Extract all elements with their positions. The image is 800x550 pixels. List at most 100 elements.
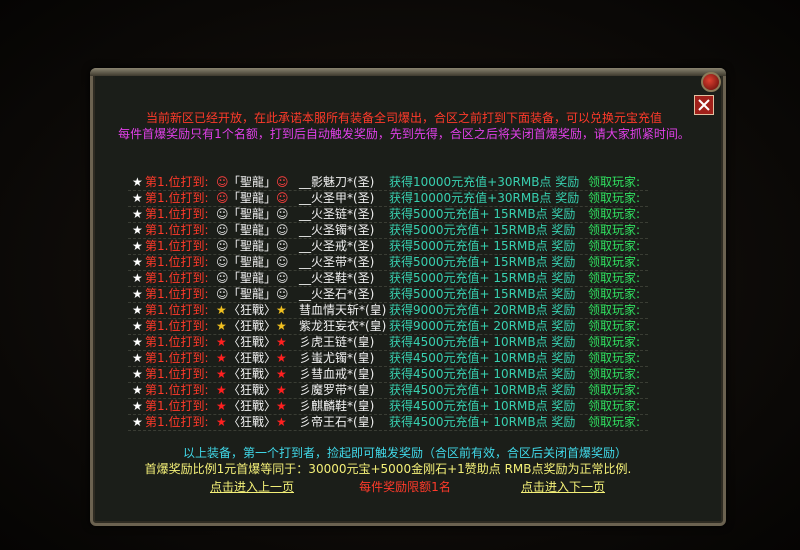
reward-text: 获得5000元充值+ 15RMB点 奖励 bbox=[389, 207, 576, 221]
row-separator bbox=[128, 206, 648, 207]
notice-line: 当前新区已经开放，在此承诺本服所有装备全司爆出，合区之前打到下面装备，可以兑换元… bbox=[145, 111, 663, 125]
badge-label: 〈狂戰〉 bbox=[228, 399, 277, 413]
reward-text: 获得5000元充值+ 15RMB点 奖励 bbox=[389, 271, 576, 285]
rank-text: 第1.位打到: bbox=[145, 415, 209, 429]
claimant-label: 领取玩家: bbox=[588, 271, 641, 285]
reward-text: 获得5000元充值+ 15RMB点 奖励 bbox=[389, 239, 576, 253]
item-name: 彗血情天斩*(皇) bbox=[299, 303, 387, 317]
claimant-label: 领取玩家: bbox=[588, 351, 641, 365]
row-marker: ★ bbox=[132, 191, 143, 205]
rank-text: 第1.位打到: bbox=[145, 319, 209, 333]
footer-ratio: 首爆奖励比例1元首爆等同于：30000元宝+5000金刚石+1赞助点 RMB点奖… bbox=[144, 462, 632, 476]
badge-label: 「聖龍」 bbox=[228, 271, 277, 285]
badge-label: 「聖龍」 bbox=[228, 175, 277, 189]
row-marker: ★ bbox=[132, 287, 143, 301]
item-name: __火圣带*(圣) bbox=[299, 255, 375, 269]
item-name: 彡虎王链*(皇) bbox=[299, 335, 375, 349]
row-separator bbox=[128, 190, 648, 191]
reward-text: 获得10000元充值+30RMB点 奖励 bbox=[389, 175, 580, 189]
prev-page-link[interactable]: 点击进入上一页 bbox=[209, 480, 295, 494]
item-name: __火圣镯*(圣) bbox=[299, 223, 375, 237]
row-separator bbox=[128, 318, 648, 319]
badge-icon: ★ bbox=[216, 415, 227, 429]
badge-icon: ☺ bbox=[216, 255, 229, 269]
reward-text: 获得4500元充值+ 10RMB点 奖励 bbox=[389, 335, 576, 349]
badge-label: 〈狂戰〉 bbox=[228, 319, 277, 333]
rank-text: 第1.位打到: bbox=[145, 335, 209, 349]
badge-icon: ★ bbox=[216, 367, 227, 381]
badge-icon: ☺ bbox=[216, 191, 229, 205]
badge-label: 〈狂戰〉 bbox=[228, 351, 277, 365]
badge-label: 「聖龍」 bbox=[228, 287, 277, 301]
row-separator bbox=[128, 414, 648, 415]
item-name: __火圣甲*(圣) bbox=[299, 191, 375, 205]
badge-icon: ★ bbox=[276, 383, 287, 397]
reward-text: 获得4500元充值+ 10RMB点 奖励 bbox=[389, 415, 576, 429]
badge-label: 「聖龍」 bbox=[228, 255, 277, 269]
badge-icon: ☺ bbox=[276, 191, 289, 205]
badge-icon: ☺ bbox=[276, 207, 289, 221]
row-marker: ★ bbox=[132, 399, 143, 413]
badge-icon: ☺ bbox=[216, 239, 229, 253]
row-separator bbox=[128, 222, 648, 223]
row-separator bbox=[128, 334, 648, 335]
row-separator bbox=[128, 398, 648, 399]
badge-icon: ★ bbox=[216, 335, 227, 349]
claimant-label: 领取玩家: bbox=[588, 223, 641, 237]
badge-label: 「聖龍」 bbox=[228, 223, 277, 237]
claimant-label: 领取玩家: bbox=[588, 335, 641, 349]
rank-text: 第1.位打到: bbox=[145, 175, 209, 189]
badge-icon: ★ bbox=[276, 367, 287, 381]
row-marker: ★ bbox=[132, 271, 143, 285]
claimant-label: 领取玩家: bbox=[588, 415, 641, 429]
rank-text: 第1.位打到: bbox=[145, 207, 209, 221]
badge-icon: ★ bbox=[276, 399, 287, 413]
item-name: 紫龙狂妄衣*(皇) bbox=[299, 319, 387, 333]
badge-icon: ★ bbox=[276, 351, 287, 365]
rank-text: 第1.位打到: bbox=[145, 351, 209, 365]
reward-text: 获得4500元充值+ 10RMB点 奖励 bbox=[389, 351, 576, 365]
badge-icon: ☺ bbox=[276, 175, 289, 189]
badge-icon: ☺ bbox=[216, 207, 229, 221]
badge-icon: ☺ bbox=[276, 223, 289, 237]
item-name: 彡魔罗带*(皇) bbox=[299, 383, 375, 397]
row-separator bbox=[128, 302, 648, 303]
reward-text: 获得9000元充值+ 20RMB点 奖励 bbox=[389, 303, 576, 317]
badge-label: 〈狂戰〉 bbox=[228, 367, 277, 381]
rank-text: 第1.位打到: bbox=[145, 383, 209, 397]
item-name: __火圣鞋*(圣) bbox=[299, 271, 375, 285]
footer-note: 以上装备，第一个打到者，捡起即可触发奖励（合区前有效，合区后关闭首爆奖励） bbox=[182, 446, 628, 460]
badge-icon: ★ bbox=[276, 415, 287, 429]
claimant-label: 领取玩家: bbox=[588, 207, 641, 221]
badge-label: 〈狂戰〉 bbox=[228, 383, 277, 397]
claimant-label: 领取玩家: bbox=[588, 239, 641, 253]
item-name: __火圣链*(圣) bbox=[299, 207, 375, 221]
badge-icon: ★ bbox=[216, 351, 227, 365]
rank-text: 第1.位打到: bbox=[145, 287, 209, 301]
row-marker: ★ bbox=[132, 415, 143, 429]
row-marker: ★ bbox=[132, 255, 143, 269]
panel-frame bbox=[90, 68, 726, 526]
limit-note: 每件奖励限额1名 bbox=[359, 480, 451, 494]
close-button[interactable] bbox=[694, 95, 714, 115]
badge-icon: ★ bbox=[276, 303, 287, 317]
badge-icon: ☺ bbox=[276, 271, 289, 285]
row-separator bbox=[128, 430, 648, 431]
rank-text: 第1.位打到: bbox=[145, 239, 209, 253]
item-name: __火圣戒*(圣) bbox=[299, 239, 375, 253]
rank-text: 第1.位打到: bbox=[145, 399, 209, 413]
badge-label: 〈狂戰〉 bbox=[228, 303, 277, 317]
row-separator bbox=[128, 382, 648, 383]
badge-icon: ☺ bbox=[216, 287, 229, 301]
reward-text: 获得5000元充值+ 15RMB点 奖励 bbox=[389, 287, 576, 301]
reward-text: 获得5000元充值+ 15RMB点 奖励 bbox=[389, 255, 576, 269]
rank-text: 第1.位打到: bbox=[145, 255, 209, 269]
badge-icon: ☺ bbox=[216, 271, 229, 285]
next-page-link[interactable]: 点击进入下一页 bbox=[520, 480, 606, 494]
row-marker: ★ bbox=[132, 239, 143, 253]
claimant-label: 领取玩家: bbox=[588, 287, 641, 301]
row-marker: ★ bbox=[132, 303, 143, 317]
badge-icon: ★ bbox=[276, 319, 287, 333]
badge-icon: ★ bbox=[216, 319, 227, 333]
